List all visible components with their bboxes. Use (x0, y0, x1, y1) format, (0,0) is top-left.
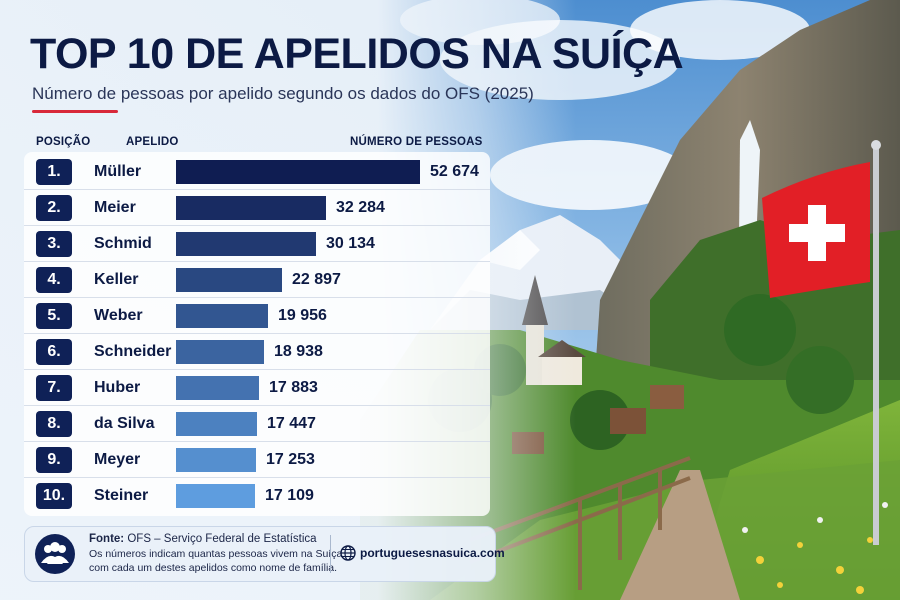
source-label: Fonte: (89, 533, 125, 545)
bar (176, 376, 259, 400)
bar (176, 448, 256, 472)
table-row: 2. Meier 32 284 (24, 190, 490, 226)
value-label: 17 109 (265, 487, 314, 504)
rank-badge: 4. (36, 267, 72, 293)
globe-icon (340, 545, 356, 561)
table-row: 4. Keller 22 897 (24, 262, 490, 298)
bar (176, 304, 268, 328)
title-accent-line (32, 110, 118, 113)
value-label: 18 938 (274, 343, 323, 360)
surname-label: Steiner (94, 487, 149, 504)
bar (176, 232, 316, 256)
rank-badge: 1. (36, 159, 72, 185)
value-label: 17 883 (269, 379, 318, 396)
column-header-surname: APELIDO (126, 136, 179, 148)
surname-label: Schneider (94, 343, 172, 360)
table-row: 7. Huber 17 883 (24, 370, 490, 406)
surname-label: Keller (94, 271, 139, 288)
source-footer: Fonte: OFS – Serviço Federal de Estatíst… (24, 526, 505, 582)
table-row: 8. da Silva 17 447 (24, 406, 490, 442)
bar (176, 160, 420, 184)
table-row: 6. Schneider 18 938 (24, 334, 490, 370)
rank-badge: 9. (36, 447, 72, 473)
rank-badge: 6. (36, 339, 72, 365)
page-title: TOP 10 DE APELIDOS NA SUÍÇA (30, 30, 684, 78)
column-header-count: NÚMERO DE PESSOAS (350, 136, 483, 148)
source-text: OFS – Serviço Federal de Estatística (127, 533, 317, 545)
surname-label: Huber (94, 379, 141, 396)
surname-label: Meyer (94, 451, 141, 468)
table-row: 5. Weber 19 956 (24, 298, 490, 334)
source-line: Fonte: OFS – Serviço Federal de Estatíst… (89, 533, 317, 545)
bar (176, 412, 257, 436)
surname-label: Schmid (94, 235, 152, 252)
footer-divider (330, 535, 331, 573)
bar (176, 340, 264, 364)
surname-label: Müller (94, 163, 142, 180)
rank-badge: 7. (36, 375, 72, 401)
ranking-table: 1. Müller 52 674 2. Meier 32 284 3. Schmid 30 13… (24, 152, 490, 516)
page-subtitle: Número de pessoas por apelido segundo os… (32, 84, 534, 103)
rank-badge: 5. (36, 303, 72, 329)
bar (176, 196, 326, 220)
value-label: 32 284 (336, 199, 385, 216)
footnote-line-2: com cada um destes apelidos como nome de… (89, 562, 338, 574)
rank-badge: 8. (36, 411, 72, 437)
value-label: 22 897 (292, 271, 341, 288)
value-label: 52 674 (430, 163, 479, 180)
table-row: 3. Schmid 30 134 (24, 226, 490, 262)
rank-badge: 3. (36, 231, 72, 257)
bar (176, 268, 282, 292)
value-label: 19 956 (278, 307, 327, 324)
website-link[interactable]: portuguesesnasuica.com (360, 546, 505, 560)
bar (176, 484, 255, 508)
rank-badge: 2. (36, 195, 72, 221)
surname-label: da Silva (94, 415, 155, 432)
value-label: 30 134 (326, 235, 375, 252)
column-header-position: POSIÇÃO (36, 136, 91, 148)
footnote-line-1: Os números indicam quantas pessoas vivem… (89, 548, 343, 560)
surname-label: Weber (94, 307, 143, 324)
people-icon (35, 534, 75, 574)
table-row: 10. Steiner 17 109 (24, 478, 490, 514)
table-row: 9. Meyer 17 253 (24, 442, 490, 478)
value-label: 17 447 (267, 415, 316, 432)
table-row: 1. Müller 52 674 (24, 154, 490, 190)
surname-label: Meier (94, 199, 136, 216)
rank-badge: 10. (36, 483, 72, 509)
value-label: 17 253 (266, 451, 315, 468)
